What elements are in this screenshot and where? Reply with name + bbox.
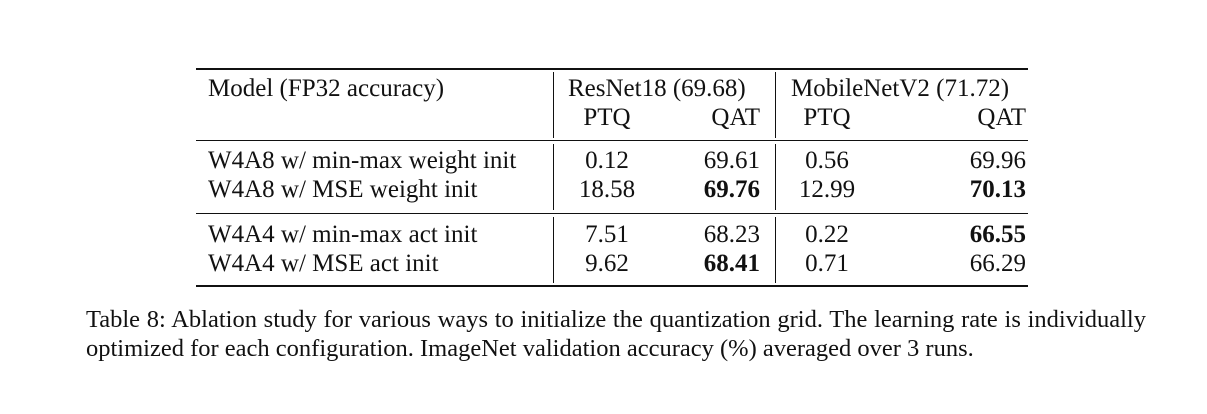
row-label: W4A8 w/ MSE weight init xyxy=(208,176,478,203)
row-label: W4A4 w/ MSE act init xyxy=(208,250,439,277)
col-separator-networks xyxy=(775,217,777,283)
cell-mobilenet-ptq: 0.22 xyxy=(805,221,849,248)
cell-mobilenet-ptq: 12.99 xyxy=(798,176,856,203)
cell-mobilenet-qat-best: 66.55 xyxy=(969,221,1026,248)
cell-resnet-ptq: 18.58 xyxy=(578,176,636,203)
cell-mobilenet-ptq: 0.71 xyxy=(805,250,849,277)
header-resnet-qat: QAT xyxy=(711,104,760,131)
cell-resnet-ptq: 9.62 xyxy=(585,250,629,277)
header-model: Model (FP32 accuracy) xyxy=(208,75,445,102)
col-separator-model xyxy=(553,217,555,283)
results-table: Model (FP32 accuracy) ResNet18 (69.68) M… xyxy=(196,68,1028,288)
header-resnet-ptq: PTQ xyxy=(583,104,631,131)
table-bottom-rule xyxy=(196,285,1028,287)
cell-resnet-ptq: 0.12 xyxy=(585,147,629,174)
cell-mobilenet-qat-best: 70.13 xyxy=(969,176,1026,203)
row-label: W4A4 w/ min-max act init xyxy=(208,221,478,248)
header-mobilenet-qat: QAT xyxy=(977,104,1026,131)
cell-resnet-qat-best: 68.41 xyxy=(703,250,760,277)
table-section-rule xyxy=(196,213,1028,215)
col-separator-networks xyxy=(775,72,777,138)
cell-mobilenet-ptq: 0.56 xyxy=(805,147,849,174)
col-separator-model xyxy=(553,144,555,210)
cell-mobilenet-qat: 69.96 xyxy=(969,147,1026,174)
cell-resnet-ptq: 7.51 xyxy=(585,221,629,248)
cell-resnet-qat: 69.61 xyxy=(703,147,760,174)
table-top-rule xyxy=(196,68,1028,70)
col-separator-networks xyxy=(775,144,777,210)
header-resnet18: ResNet18 (69.68) xyxy=(568,75,746,102)
table-header-rule xyxy=(196,140,1028,142)
cell-resnet-qat: 68.23 xyxy=(703,221,760,248)
table-caption: Table 8: Ablation study for various ways… xyxy=(86,306,1146,362)
cell-resnet-qat-best: 69.76 xyxy=(703,176,760,203)
cell-mobilenet-qat: 66.29 xyxy=(969,250,1026,277)
row-label: W4A8 w/ min-max weight init xyxy=(208,147,517,174)
col-separator-model xyxy=(553,72,555,138)
header-mobilenet-ptq: PTQ xyxy=(803,104,851,131)
header-mobilenetv2: MobileNetV2 (71.72) xyxy=(791,75,1010,102)
